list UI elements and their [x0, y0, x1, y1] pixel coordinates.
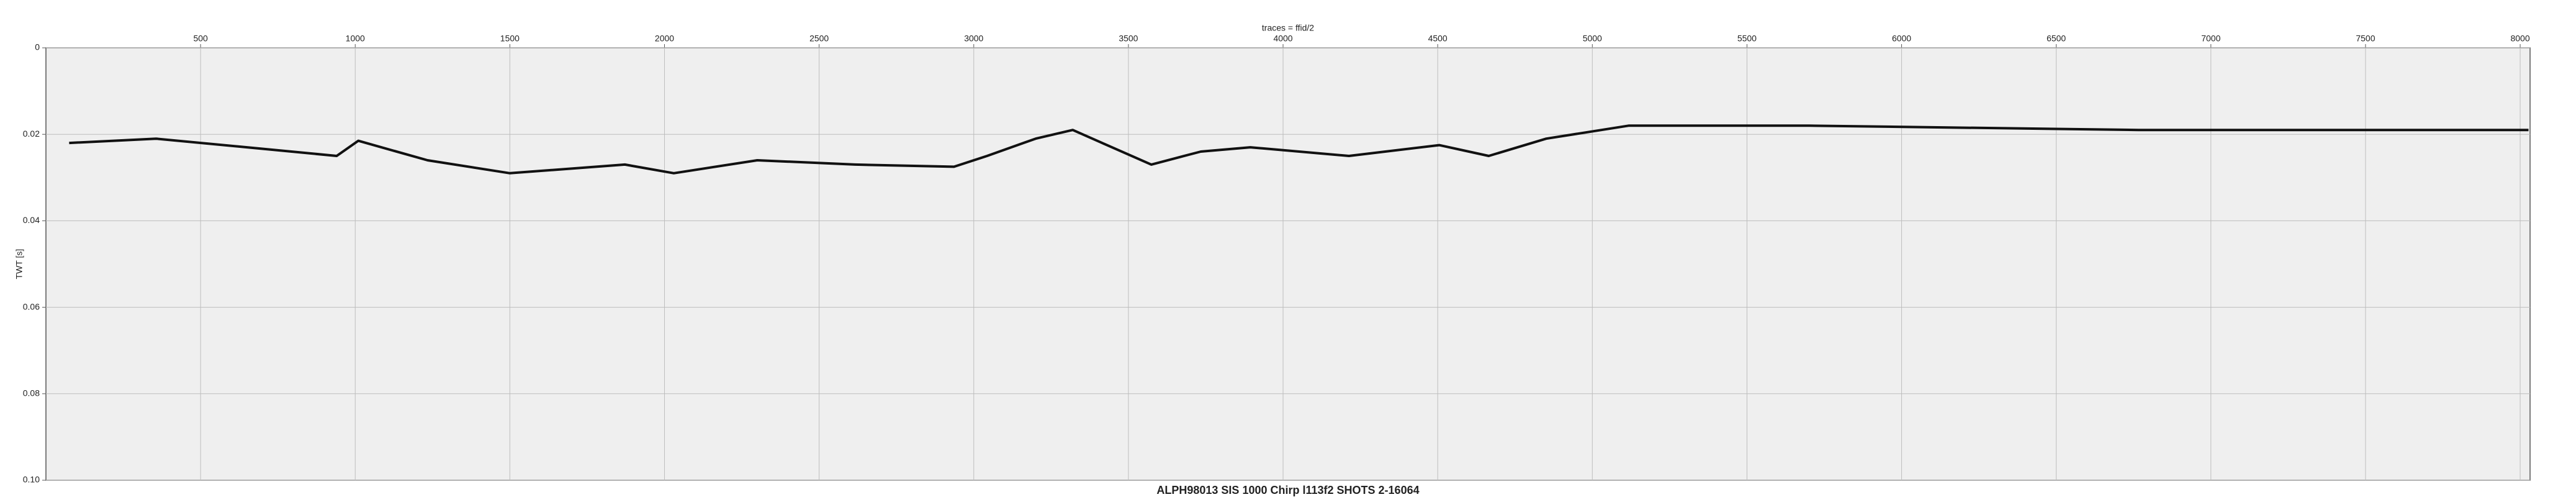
seafloor-reflector: [69, 124, 2529, 175]
y-tick-label: 0.04: [23, 215, 40, 225]
x-tick-label: 4000: [1273, 34, 1292, 43]
x-tick-label: 7000: [2201, 34, 2220, 43]
plot-area: [45, 47, 2531, 481]
chart-title: ALPH98013 SIS 1000 Chirp l113f2 SHOTS 2-…: [1156, 484, 1419, 496]
x-tick-label: 5000: [1583, 34, 1602, 43]
x-tick-label: 8000: [2510, 34, 2529, 43]
x-tick-label: 1000: [346, 34, 365, 43]
y-tick-label: 0.08: [23, 388, 40, 398]
x-tick-label: 3000: [964, 34, 983, 43]
x-tick-label: 5500: [1737, 34, 1757, 43]
x-tick-label: 6000: [1892, 34, 1911, 43]
x-tick-label: 4500: [1428, 34, 1448, 43]
x-tick-label: 7500: [2356, 34, 2375, 43]
y-axis-label: TWT [s]: [14, 249, 24, 280]
x-tick-label: 6500: [2047, 34, 2066, 43]
x-tick-label: 2500: [809, 34, 829, 43]
x-axis-label: traces = ffid/2: [1262, 23, 1314, 33]
y-tick-label: 0.02: [23, 129, 40, 139]
x-tick-label: 2000: [655, 34, 674, 43]
x-tick-label: 500: [193, 34, 208, 43]
y-tick-label: 0.06: [23, 301, 40, 311]
x-tick-label: 1500: [500, 34, 520, 43]
x-tick-label: 3500: [1119, 34, 1138, 43]
y-tick-label: 0.10: [23, 475, 40, 485]
y-tick-label: 0: [35, 42, 40, 52]
